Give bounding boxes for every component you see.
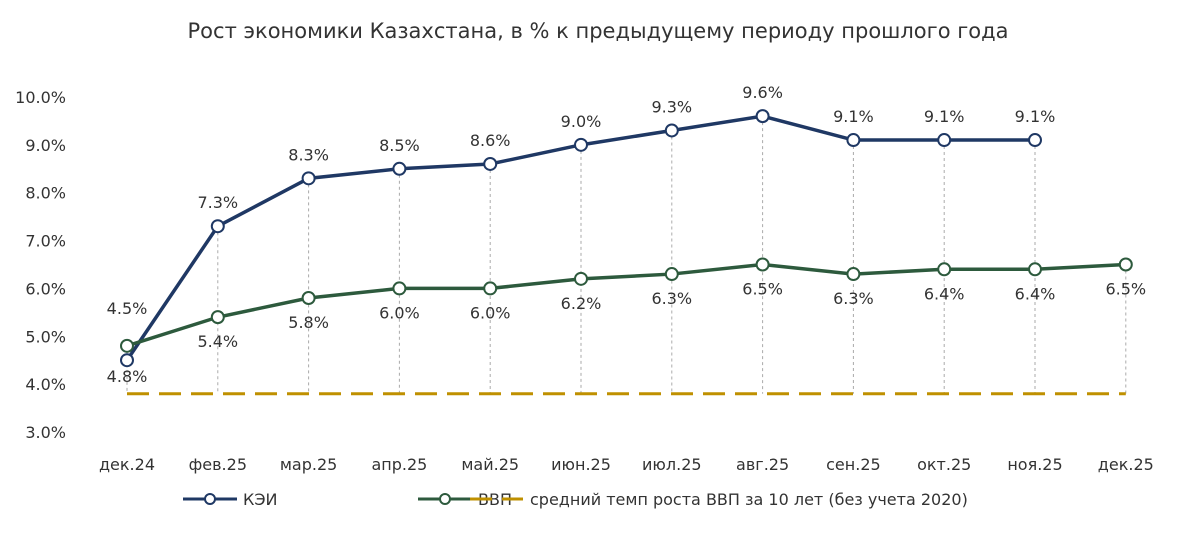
x-tick-label: окт.25 — [917, 455, 971, 474]
data-point — [1028, 262, 1042, 277]
data-label: 6.0% — [470, 303, 511, 322]
data-label: 6.5% — [742, 279, 783, 298]
data-label: 6.5% — [1105, 279, 1146, 298]
x-tick-label: дек.25 — [1098, 455, 1154, 474]
y-tick-label: 7.0% — [25, 232, 66, 251]
x-tick-label: дек.24 — [99, 455, 155, 474]
legend-marker — [204, 493, 216, 505]
data-label: 6.4% — [1015, 284, 1056, 303]
data-label: 9.0% — [561, 112, 602, 131]
data-point — [301, 171, 316, 186]
data-label: 5.4% — [197, 332, 238, 351]
data-label: 6.0% — [379, 303, 420, 322]
chart-title: Рост экономики Казахстана, в % к предыду… — [188, 19, 1009, 43]
x-tick-label: сен.25 — [826, 455, 881, 474]
data-point — [574, 271, 588, 286]
data-label: 6.2% — [561, 294, 602, 313]
data-point — [210, 219, 225, 234]
y-tick-label: 8.0% — [25, 184, 66, 203]
data-point — [846, 267, 861, 282]
data-label: 8.5% — [379, 136, 420, 155]
y-tick-label: 10.0% — [15, 88, 66, 107]
legend-label: средний темп роста ВВП за 10 лет (без уч… — [530, 490, 968, 509]
data-label: 9.1% — [1015, 107, 1056, 126]
legend-label: ВВП — [478, 490, 512, 509]
data-label: 8.6% — [470, 131, 511, 150]
y-tick-label: 3.0% — [25, 423, 66, 442]
data-point — [120, 338, 134, 353]
data-label: 6.3% — [833, 289, 874, 308]
data-label: 5.8% — [288, 313, 329, 332]
data-label: 9.1% — [924, 107, 965, 126]
x-tick-label: мар.25 — [280, 455, 337, 474]
y-tick-label: 6.0% — [25, 279, 66, 298]
x-tick-label: авг.25 — [736, 455, 789, 474]
data-point — [574, 137, 588, 152]
data-point — [483, 156, 498, 171]
series-line-1 — [126, 262, 1126, 348]
x-tick-label: ноя.25 — [1007, 455, 1062, 474]
data-label: 7.3% — [197, 193, 238, 212]
data-point — [301, 290, 316, 305]
data-point — [392, 161, 407, 176]
data-label: 6.4% — [924, 284, 965, 303]
legend-label: КЭИ — [243, 490, 278, 509]
data-label: 9.1% — [833, 107, 874, 126]
y-tick-label: 4.0% — [25, 375, 66, 394]
data-point — [755, 257, 770, 272]
y-tick-label: 5.0% — [25, 327, 66, 346]
data-label: 4.8% — [107, 367, 148, 386]
data-point — [664, 267, 679, 282]
data-point — [937, 133, 952, 148]
data-point — [1118, 257, 1133, 272]
y-tick-label: 9.0% — [25, 136, 66, 155]
data-point — [937, 262, 952, 277]
legend-marker — [439, 493, 451, 505]
data-point — [210, 310, 225, 325]
data-label: 8.3% — [288, 145, 329, 164]
x-tick-label: июн.25 — [551, 455, 611, 474]
data-label: 9.3% — [651, 97, 692, 116]
x-tick-label: май.25 — [461, 455, 519, 474]
x-tick-label: фев.25 — [189, 455, 247, 474]
data-point — [846, 133, 861, 148]
data-label: 4.5% — [107, 299, 148, 318]
data-point — [392, 281, 407, 296]
data-point — [483, 281, 498, 296]
data-label: 6.3% — [651, 289, 692, 308]
data-point — [1028, 133, 1042, 148]
data-point — [755, 109, 770, 124]
data-point — [120, 353, 134, 368]
data-label: 9.6% — [742, 83, 783, 102]
x-tick-label: июл.25 — [642, 455, 702, 474]
x-tick-label: апр.25 — [371, 455, 427, 474]
data-point — [664, 123, 679, 138]
